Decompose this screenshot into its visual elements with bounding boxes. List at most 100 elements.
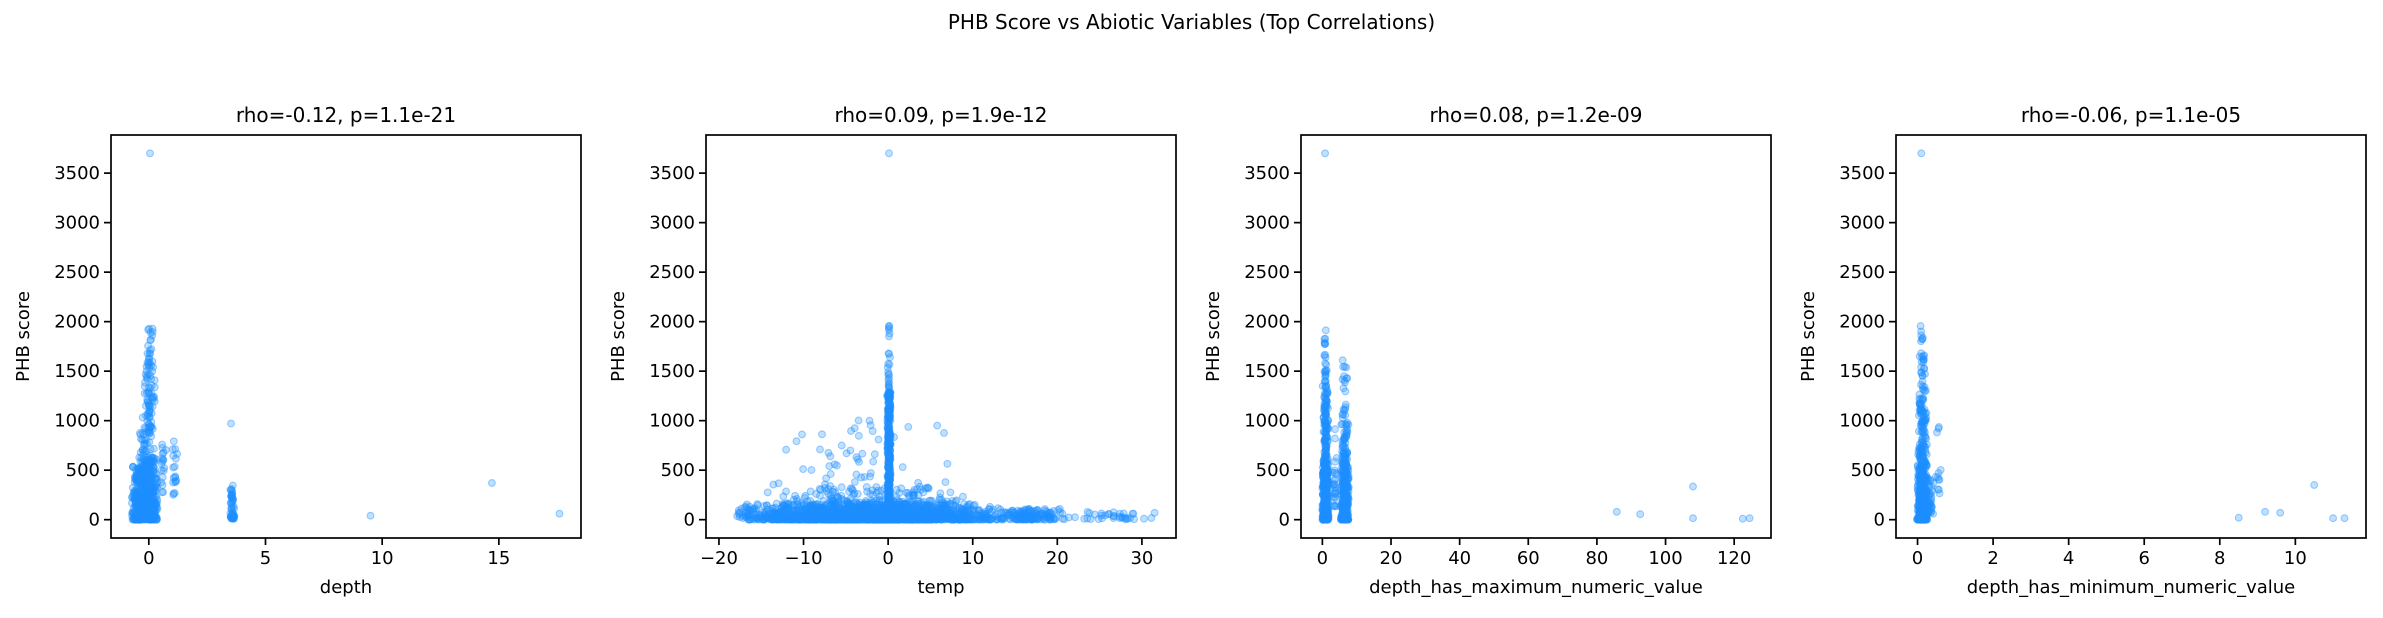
data-point [135, 486, 144, 495]
data-point [555, 509, 564, 518]
data-point [140, 439, 149, 448]
data-point [132, 510, 141, 519]
data-point [818, 430, 826, 439]
data-point [147, 501, 156, 510]
data-point [143, 473, 152, 482]
data-point [142, 503, 151, 512]
data-point [147, 512, 156, 521]
data-point [136, 515, 145, 524]
data-point [134, 510, 143, 518]
data-point [131, 465, 140, 474]
data-point [136, 467, 145, 476]
data-point [135, 472, 143, 481]
data-point [152, 480, 161, 489]
data-point [1338, 356, 1347, 365]
data-point [132, 510, 141, 519]
data-point [913, 499, 922, 508]
data-point [136, 495, 145, 504]
data-point [132, 491, 140, 500]
data-point [145, 463, 154, 472]
y-tick-label: 1500 [1244, 361, 1290, 382]
data-point [146, 515, 155, 524]
data-point [153, 498, 161, 507]
data-point [957, 514, 966, 523]
data-point [1339, 384, 1348, 393]
data-point [146, 509, 155, 518]
data-point [147, 512, 155, 521]
data-point [131, 512, 140, 521]
data-point [141, 503, 150, 512]
data-point [129, 515, 138, 524]
data-point [144, 508, 153, 517]
data-point [896, 515, 905, 524]
data-point [137, 513, 146, 522]
plot-frame [110, 134, 582, 539]
data-point [136, 490, 145, 498]
data-point [1331, 425, 1339, 434]
data-point [133, 501, 142, 510]
y-tick-label: 1000 [54, 411, 100, 432]
data-point [228, 481, 237, 490]
data-point [798, 505, 807, 514]
x-tick-label: 60 [1517, 548, 1540, 569]
data-point [145, 515, 154, 524]
data-point [1140, 514, 1148, 523]
data-point [133, 504, 142, 513]
data-point [854, 416, 863, 425]
data-point [137, 491, 146, 499]
data-point [143, 464, 152, 473]
data-point [142, 456, 151, 465]
data-point [146, 488, 155, 496]
data-point [142, 513, 151, 522]
x-tick-label: −10 [785, 548, 823, 569]
data-point [149, 493, 158, 502]
data-point [129, 513, 138, 522]
data-point [135, 502, 144, 511]
data-point [136, 503, 144, 511]
data-point [141, 486, 150, 495]
y-tick-label: 500 [66, 460, 100, 481]
data-point [130, 507, 139, 516]
data-point [147, 499, 156, 508]
data-point [143, 502, 152, 511]
data-point [148, 471, 157, 480]
data-point [134, 503, 143, 512]
data-point [844, 500, 853, 509]
data-point [143, 487, 152, 496]
data-point [150, 504, 159, 512]
data-point [139, 450, 148, 459]
data-point [140, 482, 149, 491]
data-point [1323, 397, 1331, 406]
x-tick-label: 5 [260, 548, 271, 569]
data-point [801, 491, 810, 500]
data-point [135, 501, 144, 509]
data-point [147, 515, 156, 524]
data-point [137, 492, 146, 501]
data-point [142, 482, 151, 491]
data-point [134, 471, 143, 480]
data-point [135, 496, 144, 505]
y-tick-label: 1500 [649, 361, 695, 382]
data-point [147, 484, 156, 493]
data-point [149, 512, 158, 521]
data-point [136, 500, 145, 509]
data-point [892, 493, 901, 501]
data-point [143, 349, 152, 358]
data-point [132, 485, 141, 494]
data-point [146, 486, 155, 494]
data-point [145, 457, 154, 466]
data-point [136, 477, 145, 486]
data-point [141, 485, 150, 494]
data-point [150, 376, 159, 385]
data-point [1123, 515, 1132, 523]
data-point [127, 499, 136, 508]
data-point [828, 513, 837, 522]
data-point [136, 514, 145, 523]
data-point [144, 515, 153, 524]
data-point [147, 474, 155, 483]
data-point [131, 473, 140, 482]
data-point [145, 503, 154, 512]
data-point [149, 483, 157, 492]
data-point [151, 499, 160, 508]
data-point [144, 513, 153, 522]
